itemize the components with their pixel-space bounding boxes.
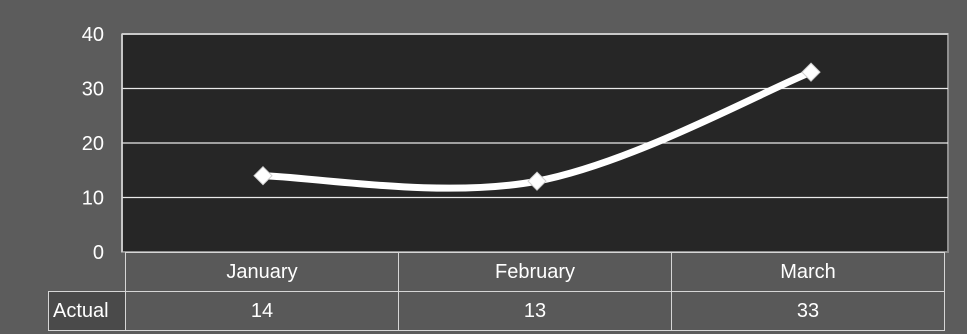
- series-label-actual: Actual: [48, 291, 126, 331]
- value-cell-march: 33: [671, 291, 945, 331]
- category-label-march: March: [671, 252, 945, 292]
- data-table-header-row: January February March: [49, 252, 945, 292]
- y-tick-label-40: 40: [82, 24, 104, 46]
- value-cell-february: 13: [398, 291, 672, 331]
- y-tick-label-0: 0: [93, 242, 104, 264]
- y-tick-label-20: 20: [82, 133, 104, 155]
- y-tick-label-10: 10: [82, 188, 104, 210]
- data-point-january: [253, 165, 273, 186]
- data-table: January February March Actual 14 13 33: [48, 252, 945, 331]
- data-table-corner: [49, 253, 126, 292]
- y-tick-label-30: 30: [82, 79, 104, 101]
- data-point-february: [527, 171, 547, 191]
- category-label-january: January: [125, 252, 399, 292]
- category-label-february: February: [398, 252, 672, 292]
- value-cell-january: 14: [125, 291, 399, 331]
- data-table-series-row: Actual 14 13 33: [48, 291, 945, 331]
- data-point-march: [801, 62, 821, 82]
